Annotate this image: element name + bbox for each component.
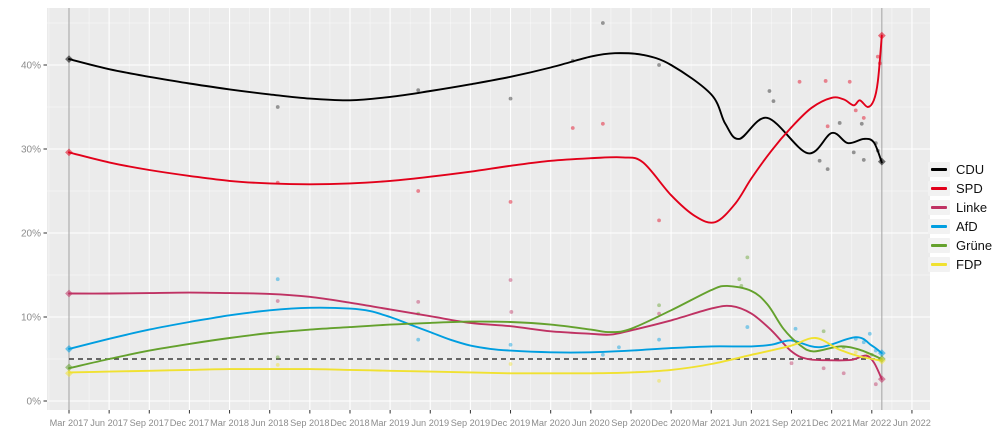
svg-text:Mar 2019: Mar 2019 <box>371 418 410 428</box>
legend-item-fdp: FDP <box>928 255 992 274</box>
svg-text:Jun 2017: Jun 2017 <box>90 418 128 428</box>
svg-text:Mar 2021: Mar 2021 <box>692 418 731 428</box>
legend-item-afd: AfD <box>928 217 992 236</box>
svg-text:Jun 2022: Jun 2022 <box>893 418 931 428</box>
legend-key-linke-icon <box>928 200 950 215</box>
svg-text:Dec 2017: Dec 2017 <box>170 418 209 428</box>
legend-key-cdu-icon <box>928 162 950 177</box>
legend-item-spd: SPD <box>928 179 992 198</box>
svg-text:Dec 2018: Dec 2018 <box>330 418 369 428</box>
svg-text:Sep 2017: Sep 2017 <box>130 418 169 428</box>
legend-item-cdu: CDU <box>928 160 992 179</box>
legend-key-fdp-icon <box>928 257 950 272</box>
svg-text:Jun 2020: Jun 2020 <box>572 418 610 428</box>
legend-label-cdu: CDU <box>956 162 985 177</box>
legend-label-spd: SPD <box>956 181 983 196</box>
svg-text:Sep 2020: Sep 2020 <box>611 418 650 428</box>
chart-legend: CDU SPD Linke AfD Grüne FDP <box>928 160 992 274</box>
svg-text:Jun 2019: Jun 2019 <box>411 418 449 428</box>
svg-text:Sep 2021: Sep 2021 <box>772 418 811 428</box>
legend-key-spd-icon <box>928 181 950 196</box>
svg-text:10%: 10% <box>21 313 41 324</box>
legend-label-fdp: FDP <box>956 257 982 272</box>
svg-text:Dec 2020: Dec 2020 <box>651 418 690 428</box>
legend-label-afd: AfD <box>956 219 978 234</box>
svg-text:30%: 30% <box>21 145 41 156</box>
svg-text:Dec 2019: Dec 2019 <box>491 418 530 428</box>
svg-text:Dec 2021: Dec 2021 <box>812 418 851 428</box>
svg-text:Mar 2017: Mar 2017 <box>50 418 89 428</box>
svg-text:20%: 20% <box>21 229 41 240</box>
svg-text:Jun 2021: Jun 2021 <box>732 418 770 428</box>
legend-label-linke: Linke <box>956 200 988 215</box>
svg-text:Mar 2018: Mar 2018 <box>210 418 249 428</box>
svg-text:0%: 0% <box>27 397 42 408</box>
svg-text:Mar 2020: Mar 2020 <box>531 418 570 428</box>
svg-text:Sep 2019: Sep 2019 <box>451 418 490 428</box>
svg-text:Sep 2018: Sep 2018 <box>290 418 329 428</box>
svg-text:Mar 2022: Mar 2022 <box>852 418 891 428</box>
legend-key-afd-icon <box>928 219 950 234</box>
svg-text:40%: 40% <box>21 61 41 72</box>
legend-item-gruene: Grüne <box>928 236 992 255</box>
svg-text:Jun 2018: Jun 2018 <box>251 418 289 428</box>
legend-key-gruene-icon <box>928 238 950 253</box>
legend-item-linke: Linke <box>928 198 992 217</box>
legend-label-gruene: Grüne <box>956 238 993 253</box>
